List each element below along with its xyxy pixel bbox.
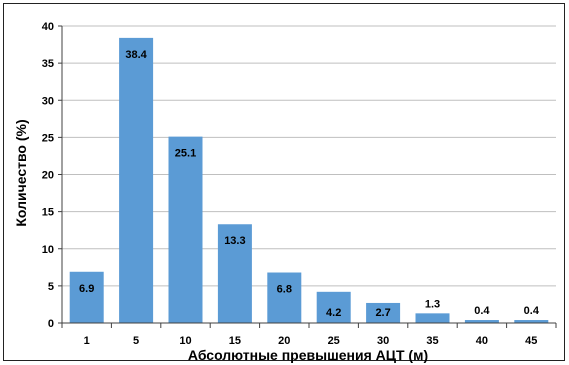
y-tick-label: 30: [42, 95, 54, 107]
y-tick-label: 5: [48, 281, 54, 293]
bar-25: [316, 291, 351, 323]
data-label: 4.2: [326, 307, 341, 319]
y-tick-label: 40: [42, 21, 54, 33]
y-tick-label: 10: [42, 244, 54, 256]
y-tick-label: 0: [48, 318, 54, 330]
bar-20: [267, 272, 302, 323]
data-label: 6.9: [79, 283, 94, 295]
y-tick-label: 20: [42, 170, 54, 182]
bar-10: [168, 136, 203, 323]
bar-15: [217, 224, 252, 323]
bar-40: [464, 320, 499, 323]
data-label: 2.7: [375, 307, 390, 319]
data-label: 13.3: [224, 235, 245, 247]
data-labels: 6.9 38.4 25.1 13.3 6.8 4.2 2.7 1.3 0.4 0.4: [79, 49, 540, 319]
y-tick-label: 35: [42, 58, 54, 70]
data-label: 38.4: [125, 49, 147, 61]
data-label: 6.8: [277, 284, 292, 296]
y-tick-label: 25: [42, 132, 54, 144]
bar-45: [514, 320, 549, 323]
x-tick-label: 10: [179, 335, 191, 347]
x-tick-label: 40: [476, 335, 488, 347]
y-tick-label: 15: [42, 207, 54, 219]
data-label: 25.1: [175, 148, 196, 160]
x-tick-label: 5: [133, 335, 139, 347]
bar-30: [366, 302, 401, 323]
bar-35: [415, 313, 450, 323]
y-tick-labels: 0 5 10 15 20 25 30 35 40: [42, 21, 54, 330]
y-axis-title: Количество (%): [13, 119, 29, 226]
data-label: 0.4: [474, 305, 490, 317]
data-label: 1.3: [425, 298, 440, 310]
x-tick-label: 45: [525, 335, 537, 347]
bar-5: [119, 37, 154, 323]
axes: [58, 25, 557, 328]
bar-1: [69, 271, 104, 323]
x-tick-labels: 1 5 10 15 20 25 30 35 40 45: [84, 335, 538, 347]
x-tick-label: 30: [377, 335, 389, 347]
x-axis-title: Абсолютные превышения АЦТ (м): [188, 347, 428, 363]
x-tick-label: 15: [229, 335, 241, 347]
x-tick-label: 25: [328, 335, 340, 347]
bars: [69, 37, 549, 323]
x-tick-label: 35: [426, 335, 438, 347]
data-label: 0.4: [524, 305, 540, 317]
x-tick-label: 1: [84, 335, 90, 347]
x-tick-label: 20: [278, 335, 290, 347]
